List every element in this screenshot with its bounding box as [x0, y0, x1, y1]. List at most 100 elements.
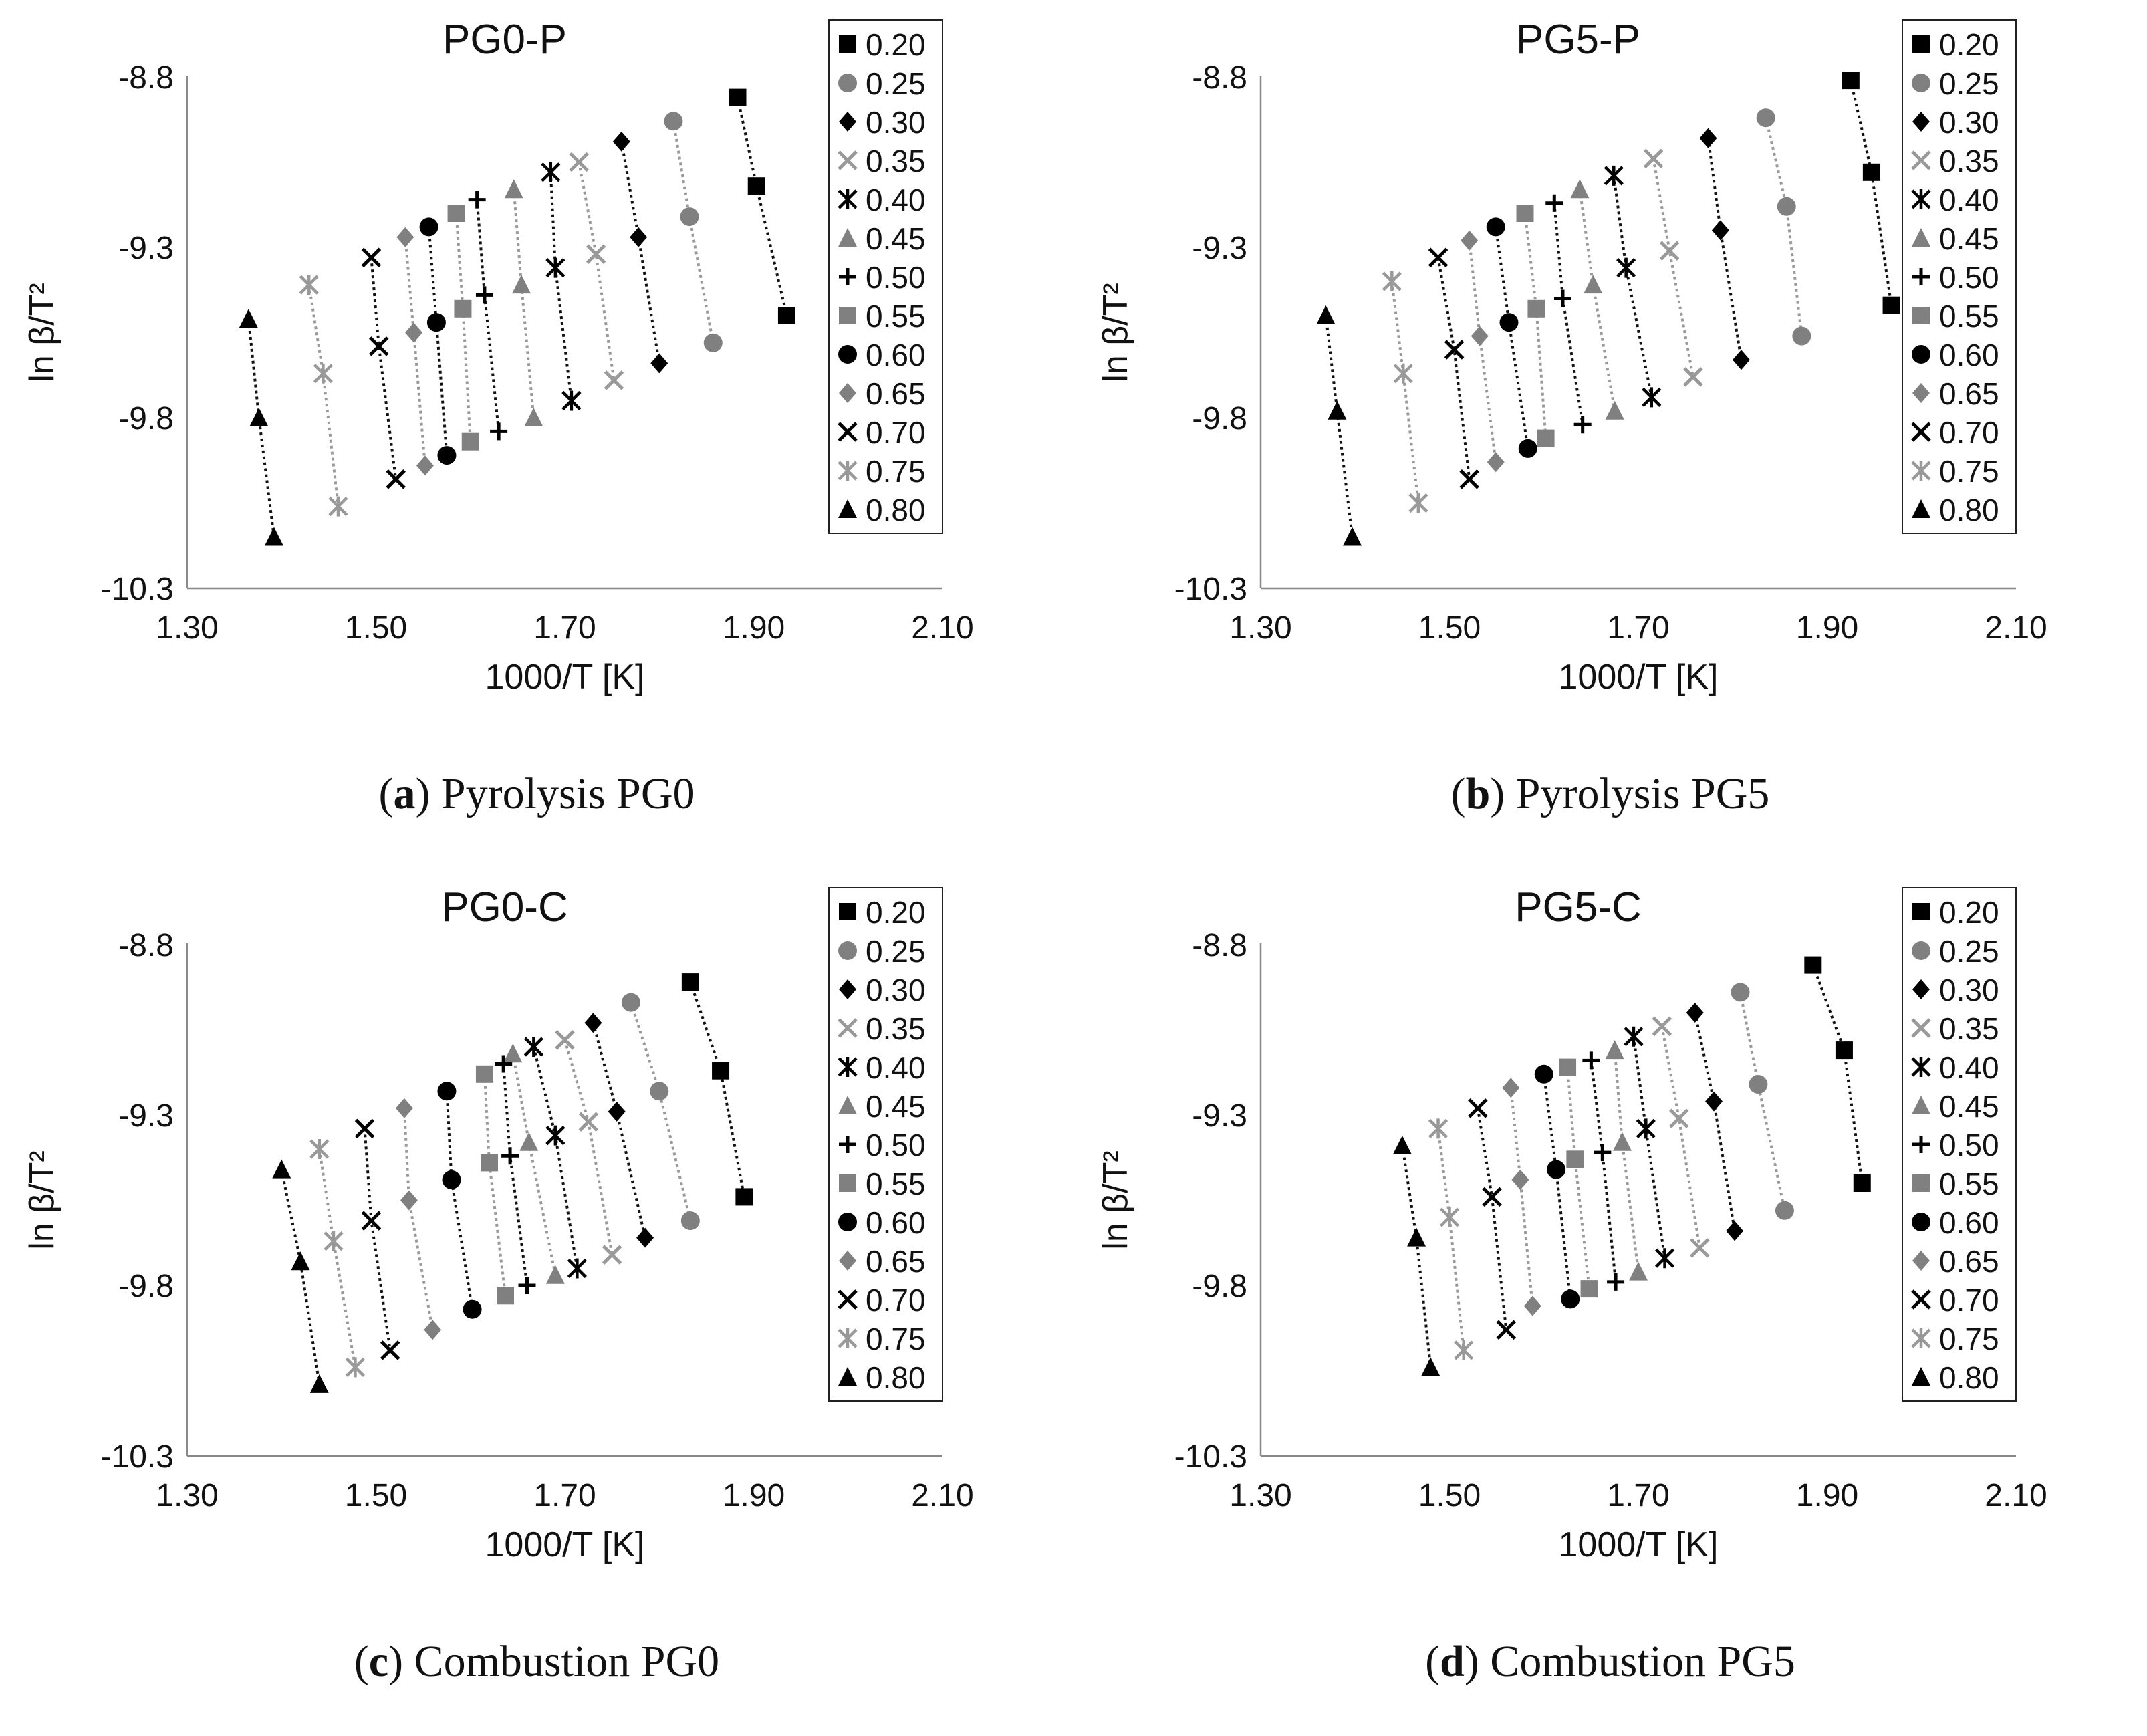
x-tick-label: 1.90 — [723, 1478, 785, 1513]
data-point — [1554, 289, 1571, 307]
legend-label: 0.25 — [866, 934, 926, 969]
caption-d: (d) Combustion PG5 — [1425, 1637, 1795, 1686]
data-point — [1804, 956, 1822, 974]
legend-marker — [1911, 150, 1931, 170]
data-point — [747, 177, 765, 195]
fit-line — [1436, 1128, 1465, 1351]
data-point — [1573, 416, 1592, 434]
data-point — [1842, 72, 1860, 90]
series-0-80 — [239, 309, 283, 546]
fit-line — [1400, 1145, 1432, 1368]
x-tick-label: 2.10 — [911, 1478, 973, 1513]
legend-label: 0.65 — [1939, 1244, 1999, 1279]
data-point — [1642, 387, 1662, 408]
series-0-70 — [1428, 247, 1479, 489]
series-0-50 — [468, 191, 508, 441]
y-axis-label: ln β/T² — [23, 283, 61, 382]
legend-label: 0.50 — [866, 1128, 926, 1162]
series-0-35 — [1643, 148, 1703, 387]
y-tick-label: -8.8 — [118, 928, 174, 963]
data-point — [1690, 1238, 1710, 1258]
data-point — [328, 496, 348, 517]
data-point — [604, 370, 624, 390]
legend-label: 0.45 — [866, 221, 926, 256]
data-point — [569, 152, 589, 172]
data-point — [664, 112, 683, 131]
chart-svg-a: PG0-P -8.8 -9.3 -9.8 -10.31.30 1.50 1.70 1.90 2.… — [23, 17, 974, 697]
data-point — [239, 309, 258, 328]
data-point — [1605, 400, 1624, 420]
series-0-20 — [729, 88, 795, 324]
data-point — [1547, 1160, 1566, 1179]
series-0-80 — [272, 1159, 329, 1393]
legend-marker — [839, 268, 856, 285]
x-tick-label: 1.70 — [1607, 610, 1669, 646]
series-0-65 — [1461, 230, 1505, 473]
legend-marker — [839, 903, 856, 920]
legend-marker — [1912, 1251, 1930, 1271]
chart-svg-d: PG5-C -8.8 -9.3 -9.8 -10.31.30 1.50 1.70 1.90 2.… — [1096, 884, 2047, 1564]
fit-line — [1324, 315, 1354, 537]
legend-label: 0.30 — [1939, 105, 1999, 140]
data-point — [545, 1265, 565, 1284]
x-tick-label: 1.30 — [156, 610, 218, 646]
data-point — [386, 469, 406, 489]
series-0-35 — [1652, 1016, 1710, 1258]
legend-label: 0.60 — [866, 338, 926, 372]
fit-line — [620, 141, 661, 364]
fit-line — [1390, 281, 1420, 503]
series-0-55 — [475, 1065, 515, 1305]
data-point — [313, 363, 333, 384]
data-point — [424, 1320, 442, 1340]
legend-marker — [1912, 74, 1930, 92]
y-tick-label: -9.3 — [1192, 231, 1247, 266]
y-tick-label: -10.3 — [1174, 572, 1247, 607]
data-point — [541, 162, 561, 182]
chart-panel-a: PG0-P -8.8 -9.3 -9.8 -10.3 1.30 1.50 1.70 1.90 2.… — [0, 0, 1074, 868]
legend-marker — [1912, 1096, 1930, 1114]
series-0-65 — [395, 1098, 442, 1340]
caption-b: (b) Pyrolysis PG5 — [1450, 769, 1770, 818]
fit-line — [532, 1046, 579, 1269]
series-0-30 — [1699, 128, 1750, 370]
fit-line — [1612, 175, 1653, 398]
legend-label: 0.80 — [1939, 1360, 1999, 1395]
legend-label: 0.70 — [1939, 1283, 1999, 1318]
fit-line — [318, 1148, 357, 1368]
fit-line — [502, 1064, 529, 1286]
fit-line — [370, 257, 398, 480]
series-0-55 — [447, 205, 479, 451]
legend-label: 0.60 — [866, 1205, 926, 1240]
series-0-35 — [569, 152, 624, 390]
data-point — [1616, 257, 1636, 278]
legend-label: 0.80 — [866, 1360, 926, 1395]
legend-marker — [839, 35, 856, 53]
data-point — [501, 1147, 519, 1165]
legend-marker — [1912, 345, 1930, 364]
legend-marker — [838, 422, 858, 442]
series-0-40 — [1624, 1026, 1675, 1269]
caption-letter: b — [1465, 769, 1491, 818]
legend-marker — [1912, 1174, 1930, 1192]
x-axis-label: 1000/T [K] — [1559, 658, 1719, 697]
data-point — [1699, 128, 1717, 148]
series-0-50 — [1582, 1051, 1625, 1291]
data-point — [361, 247, 382, 268]
data-point — [512, 275, 531, 294]
y-tick-label: -9.3 — [1192, 1098, 1247, 1134]
legend-label: 0.60 — [1939, 1205, 1999, 1240]
fit-line — [280, 1169, 321, 1385]
data-point — [1439, 1207, 1460, 1227]
legend-label: 0.60 — [1939, 338, 1999, 372]
series-0-40 — [1604, 165, 1662, 408]
data-point — [1523, 1295, 1541, 1316]
data-point — [468, 191, 486, 209]
legend-label: 0.35 — [866, 144, 926, 178]
y-tick-label: -9.3 — [118, 1098, 174, 1134]
data-point — [461, 432, 479, 451]
legend-marker — [839, 1251, 856, 1271]
data-point — [545, 1125, 565, 1146]
fit-line — [549, 172, 573, 401]
data-point — [1454, 1340, 1474, 1360]
legend-marker — [1912, 383, 1930, 403]
